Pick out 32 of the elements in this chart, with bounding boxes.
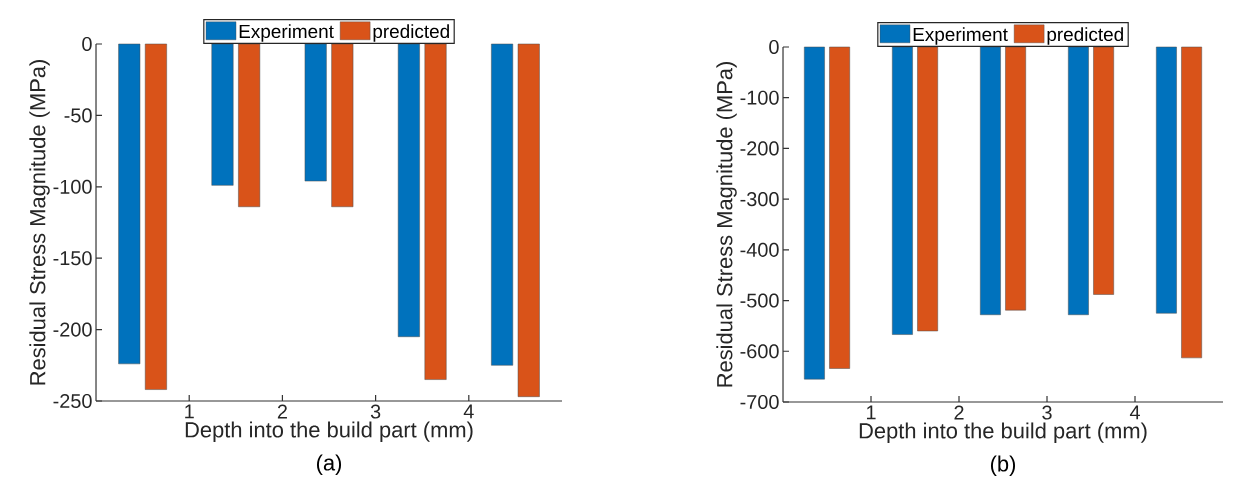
y-tick-label: -100 [740, 90, 779, 105]
y-tick-label: 0 [769, 39, 779, 55]
y-tick-label: -200 [740, 141, 779, 156]
x-tick-label: 3 [370, 404, 381, 419]
y-tick-label: -600 [740, 344, 779, 359]
x-tick-label: 3 [1042, 405, 1052, 420]
y-tick-label: -400 [740, 242, 779, 257]
x-tick-label: 4 [1129, 405, 1140, 420]
x-tick-label: 1 [866, 405, 876, 420]
text: (b) [990, 455, 1016, 476]
y-tick-label: -150 [53, 251, 92, 266]
x-tick-label: 1 [185, 404, 194, 419]
y-tick-label: 0 [82, 36, 92, 52]
legend-label: predicted [373, 24, 449, 42]
x-tick-label: 2 [277, 404, 287, 419]
y-tick-label: -50 [64, 108, 92, 123]
y-axis-title: Residual Stress Magnitude (MPa) [29, 60, 50, 385]
y-tick-label: -700 [740, 394, 779, 410]
y-tick-label: -200 [53, 322, 92, 337]
y-tick-label: -250 [53, 393, 92, 409]
y-axis-title: Residual Stress Magnitude (MPa) [716, 62, 737, 387]
x-axis-title: Depth into the build part (mm) [185, 421, 473, 442]
y-tick-label: -100 [53, 179, 92, 194]
text: (a) [316, 454, 342, 475]
x-axis-title: Depth into the build part (mm) [859, 422, 1147, 443]
y-tick-label: -500 [740, 293, 779, 308]
x-tick-label: 4 [463, 404, 474, 419]
legend-label: Experiment [913, 27, 1008, 45]
legend-label: predicted [1047, 27, 1123, 45]
legend-label: Experiment [239, 24, 334, 42]
x-tick-label: 2 [954, 405, 964, 420]
y-tick-label: -300 [740, 192, 779, 207]
